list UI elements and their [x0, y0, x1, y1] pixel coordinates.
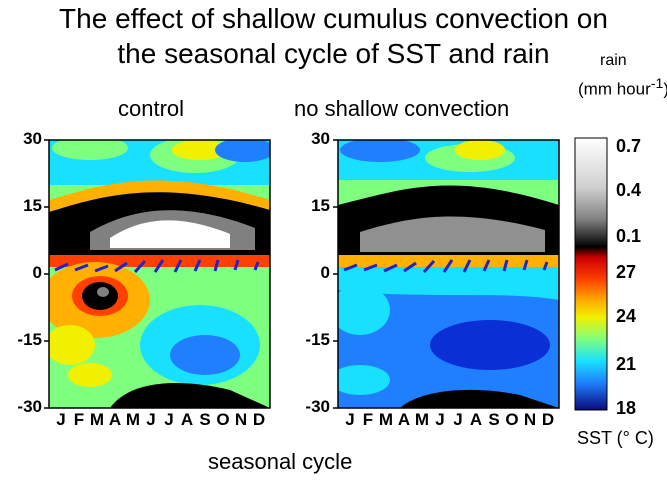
colorbar-tick-label: 27 [616, 262, 637, 282]
chart-title-line-1: The effect of shallow cumulus convection… [59, 3, 608, 34]
xtick-label: F [73, 410, 85, 429]
colorbar-tick-label: 21 [616, 354, 637, 374]
xtick-label: J [146, 410, 156, 429]
ytick-label: 0 [32, 263, 42, 282]
ytick-label: -15 [17, 330, 42, 349]
xtick-label: F [362, 410, 374, 429]
colorbar-tick-label: 0.1 [616, 226, 642, 246]
xtick-label: A [180, 410, 194, 429]
colorbar-rain-label: rain [600, 52, 627, 69]
xtick-label: S [199, 410, 211, 429]
xtick-label: D [252, 410, 266, 429]
ytick-label: -30 [305, 397, 330, 416]
colorbar-sst-label: SST (° C) [577, 428, 654, 448]
xtick-label: O [505, 410, 519, 429]
ytick-label: 30 [311, 129, 330, 148]
xtick-label: M [414, 410, 430, 429]
ytick-label: -30 [17, 397, 42, 416]
xtick-label: J [345, 410, 355, 429]
xtick-label: A [469, 410, 483, 429]
xtick-label: A [397, 410, 411, 429]
xtick-label: J [435, 410, 445, 429]
wind-vectors-control [54, 259, 260, 274]
ytick-label: 30 [23, 129, 42, 148]
colorbar-tick-label: 24 [616, 306, 637, 326]
xtick-label: J [164, 410, 174, 429]
xtick-label: N [523, 410, 537, 429]
colorbar [574, 137, 608, 411]
xtick-label: N [234, 410, 248, 429]
xtick-label: J [453, 410, 463, 429]
colorbar-tick-label: 18 [616, 398, 637, 418]
xtick-label: M [378, 410, 394, 429]
xtick-label: S [488, 410, 500, 429]
ytick-label: -15 [305, 330, 330, 349]
panel-title-no-shallow-convection: no shallow convection [294, 96, 510, 121]
xtick-label: O [216, 410, 230, 429]
colorbar-tick-label: 0.7 [616, 136, 642, 156]
x-axis-title: seasonal cycle [208, 449, 353, 474]
colorbar-rain-units: (mm hour-1) [578, 76, 667, 99]
wind-vectors-no-shallow [343, 259, 549, 274]
xtick-label: M [125, 410, 141, 429]
xtick-label: A [108, 410, 122, 429]
xtick-label: D [541, 410, 555, 429]
xtick-label: M [89, 410, 105, 429]
panel-control-field [49, 140, 270, 408]
colorbar-tick-label: 0.4 [616, 180, 642, 200]
ytick-label: 15 [311, 196, 330, 215]
ytick-label: 15 [23, 196, 42, 215]
ytick-label: 0 [320, 263, 330, 282]
xtick-label: J [56, 410, 66, 429]
panel-title-control: control [118, 96, 185, 121]
chart-title-line-2: the seasonal cycle of SST and rain [117, 38, 550, 69]
panel-no-shallow-field [338, 140, 559, 408]
